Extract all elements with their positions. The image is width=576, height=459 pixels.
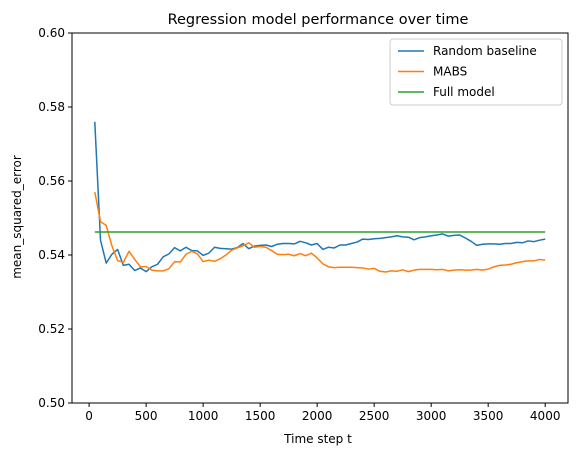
y-tick-label: 0.54 — [38, 248, 65, 262]
plot-frame — [71, 32, 569, 404]
y-tick-label: 0.52 — [38, 322, 65, 336]
axis-ticks: 0 500 1000 1500 2000 2500 3000 3500 4000 0.50 0.52… — [38, 26, 560, 423]
x-tick-label: 0 — [85, 409, 93, 423]
y-tick-label: 0.56 — [38, 174, 65, 188]
legend-label-mabs: MABS — [433, 65, 467, 79]
x-tick-label: 2500 — [359, 409, 390, 423]
x-tick-label: 1500 — [245, 409, 276, 423]
legend-label-full-model: Full model — [433, 85, 495, 99]
legend: Random baseline MABS Full model — [389, 38, 563, 106]
y-tick-label: 0.60 — [38, 26, 65, 40]
x-tick-label: 3000 — [416, 409, 447, 423]
series-line-mabs — [94, 191, 546, 273]
chart-title: Regression model performance over time — [168, 12, 469, 28]
x-tick-label: 4000 — [530, 409, 561, 423]
legend-label-random-baseline: Random baseline — [433, 44, 537, 58]
x-tick-label: 500 — [135, 409, 158, 423]
x-tick-label: 2000 — [302, 409, 333, 423]
x-axis-label: Time step t — [283, 432, 352, 446]
series-line-random-baseline — [94, 121, 546, 273]
x-tick-label: 3500 — [473, 409, 504, 423]
y-tick-label: 0.50 — [38, 396, 65, 410]
x-tick-label: 1000 — [188, 409, 219, 423]
y-axis-label: mean_squared_error — [10, 155, 24, 279]
legend-box — [389, 38, 563, 106]
y-tick-label: 0.58 — [38, 100, 65, 114]
series-lines — [94, 121, 546, 273]
